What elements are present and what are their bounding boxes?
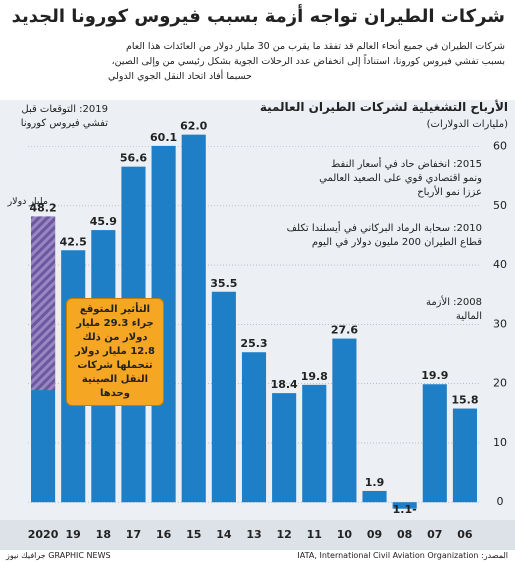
y-tick-label: 60 (493, 140, 507, 153)
bar (181, 134, 206, 503)
axis-bg (0, 520, 515, 550)
bar (332, 338, 357, 503)
value-label: 56.6 (120, 152, 147, 165)
value-label: 25.3 (240, 337, 267, 350)
bar (241, 352, 267, 503)
x-tick-label: 15 (186, 528, 201, 541)
y-tick-label: 30 (493, 317, 507, 330)
x-tick-label: 18 (96, 528, 111, 541)
value-label: 27.6 (331, 324, 358, 337)
x-tick-label: 11 (307, 528, 322, 541)
bar (302, 384, 327, 503)
brand: GRAPHIC NEWS جرافيك نيوز (6, 551, 111, 560)
annotation: 2015: انخفاض حاد في أسعار النفط ونمو اقت… (319, 159, 482, 198)
subtitle: شركات الطيران في جميع أنحاء العالم قد تف… (126, 41, 505, 52)
value-label: 45.9 (90, 215, 117, 228)
subtitle: بسبب تفشي فيروس كورونا، استناداً إلى انخ… (111, 56, 505, 67)
annotation: 2010: سحابة الرماد البركاني في أيسلندا ت… (286, 223, 482, 248)
bar (392, 502, 417, 509)
bar (452, 408, 477, 503)
value-label: 35.5 (210, 277, 237, 290)
x-tick-label: 12 (276, 528, 291, 541)
y-tick-label: 50 (493, 199, 507, 212)
chart-title: الأرباح التشغيلية لشركات الطيران العالمي… (259, 100, 508, 114)
x-tick-label: 08 (397, 528, 412, 541)
value-label: 18.4 (271, 378, 298, 391)
y-tick-label: 40 (493, 258, 507, 271)
value-label: 42.5 (60, 235, 87, 248)
source: المصدر: IATA, International Civil Aviati… (297, 551, 508, 560)
annotation: 2008: الأزمة المالية (425, 297, 482, 322)
y-tick-label: 10 (493, 436, 507, 449)
annotation: مليار دولار (7, 196, 48, 207)
x-tick-label: 06 (457, 528, 473, 541)
title: شركات الطيران تواجه أزمة بسبب فيروس كورو… (11, 6, 505, 27)
x-tick-label: 19 (66, 528, 81, 541)
impact-callout: التأثير المتوقع جراء 29.3 مليار دولار من… (66, 298, 164, 406)
x-tick-label: 13 (246, 528, 261, 541)
value-label: 62.0 (180, 120, 207, 133)
value-label: 1.1- (393, 503, 417, 516)
x-tick-label: 17 (126, 528, 141, 541)
value-label: 19.8 (301, 370, 328, 383)
value-label: 48.2 (29, 201, 56, 214)
value-label: 19.9 (421, 369, 448, 382)
bar (211, 291, 236, 503)
y-label: (مليارات الدولارات) (426, 119, 508, 130)
y-tick-label: 20 (493, 377, 507, 390)
value-label: 60.1 (150, 131, 177, 144)
annotation: 2019: التوقعات قبل تفشي فيروس كورونا (20, 104, 108, 129)
bar (272, 393, 297, 503)
y-tick-label: 0 (497, 495, 504, 508)
x-tick-label: 09 (367, 528, 382, 541)
value-label: 1.9 (365, 476, 385, 489)
bar (362, 490, 387, 503)
x-tick-label: 2020 (28, 528, 59, 541)
value-label: 15.8 (451, 394, 478, 407)
x-tick-label: 07 (427, 528, 442, 541)
x-tick-label: 16 (156, 528, 172, 541)
forecast-loss (31, 216, 56, 391)
subtitle: حسبما أفاد اتحاد النقل الجوي الدولي (108, 71, 252, 82)
x-tick-label: 14 (216, 528, 232, 541)
bar (422, 384, 447, 503)
x-tick-label: 10 (337, 528, 353, 541)
